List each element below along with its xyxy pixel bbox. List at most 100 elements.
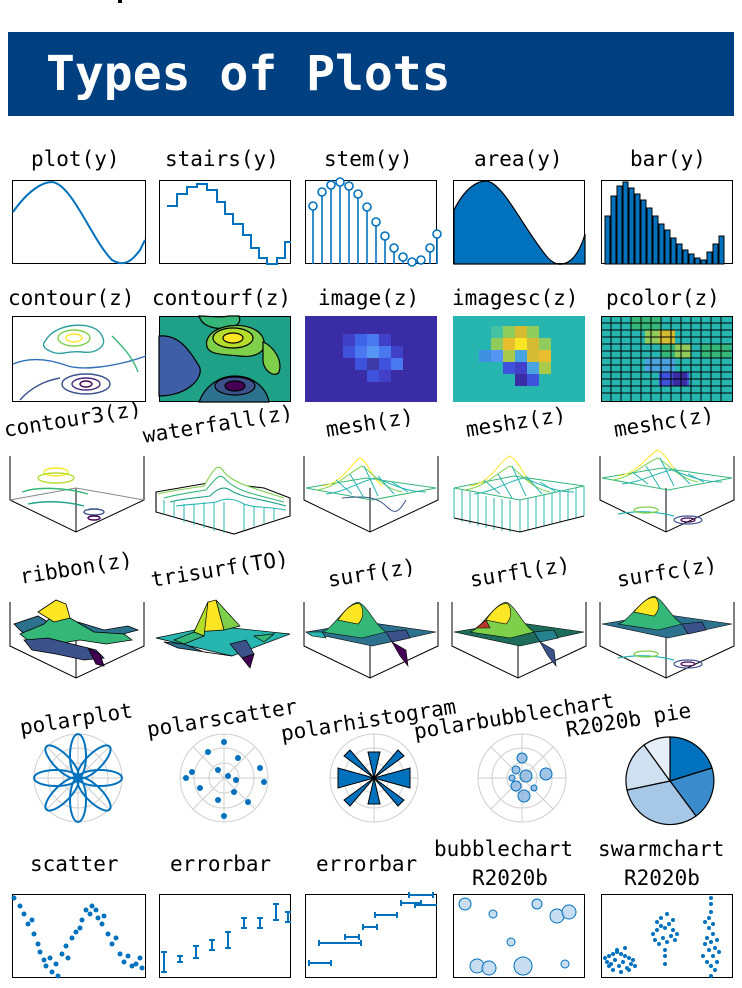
label-image: image(z) (318, 286, 420, 310)
meshc-example (599, 449, 735, 533)
stairs-line (167, 183, 291, 265)
label-stairs: stairs(y) (165, 147, 279, 171)
stem-markers (308, 177, 442, 267)
page-title: Types of Plots (46, 46, 451, 102)
swarmchart-points (603, 896, 721, 978)
mesh-example (303, 456, 439, 533)
label-stem: stem(y) (324, 147, 413, 171)
contour3-example (9, 456, 145, 533)
area-example (453, 180, 586, 265)
label-mesh: mesh(z) (324, 404, 416, 442)
label-bubblechart: bubblechart (434, 837, 574, 861)
waterfall-example (155, 466, 291, 535)
imagesc-example (453, 316, 585, 402)
image-pixels (343, 334, 403, 382)
errorbar-horizontal-axes (305, 894, 437, 978)
plot-axes (12, 180, 146, 264)
label-trisurf: trisurf(TO) (149, 546, 291, 592)
bubblechart-example (453, 894, 585, 978)
label-meshz: meshz(z) (464, 402, 568, 442)
waterfall-curtain (163, 500, 275, 533)
stem-example (305, 177, 442, 267)
image-example (305, 316, 437, 402)
waterfall-curves (155, 466, 291, 535)
trisurf-facets (155, 599, 291, 669)
surfc-box (599, 602, 735, 679)
label-contour: contour(z) (8, 286, 135, 310)
scatter-example (11, 894, 146, 979)
polarscatter-points (183, 739, 267, 819)
contour-example (12, 316, 147, 402)
errorbar-vertical-example (159, 894, 291, 978)
plot-line (12, 180, 146, 265)
bubblechart-bubbles (458, 897, 577, 976)
contour3-box (9, 456, 145, 533)
polarhistogram-example (329, 733, 419, 823)
polarbubblechart-example (477, 733, 567, 823)
surfl-surface (453, 601, 585, 668)
label-swarmchart: swarmchart (598, 837, 725, 861)
area-fill (453, 180, 586, 265)
surfc-example (599, 595, 735, 679)
label-waterfall: waterfall(z) (141, 400, 295, 448)
errorbar-vertical-axes (159, 894, 291, 978)
label-ribbon: ribbon(z) (18, 547, 135, 589)
label-imagesc: imagesc(z) (452, 286, 579, 310)
label-area: area(y) (474, 147, 563, 171)
polarhistogram-bars (337, 749, 411, 807)
contourf-regions (158, 315, 281, 403)
surf-example (303, 601, 439, 679)
mesh-box (303, 456, 439, 533)
mesh-surface (305, 457, 437, 512)
pie-slices (625, 736, 715, 826)
label-bar: bar(y) (630, 147, 706, 171)
meshc-surface (601, 449, 733, 491)
contourf-example (158, 315, 291, 403)
scatter-axes (12, 894, 146, 978)
pie-example (625, 736, 715, 826)
label-errorbar-1: errorbar (170, 852, 272, 876)
meshz-base (453, 515, 585, 533)
label-surfl: surfl(z) (468, 552, 572, 592)
ribbon-strips (13, 599, 140, 667)
label-scatter: scatter (30, 852, 119, 876)
contour3-lines (21, 467, 105, 521)
bar-bars (604, 181, 725, 265)
scatter-points (11, 895, 145, 979)
label-surf: surf(z) (326, 554, 418, 592)
stairs-axes (159, 180, 291, 264)
errorbar-vertical-bars (161, 903, 291, 973)
label-meshc: meshc(z) (612, 402, 716, 442)
label-surfc: surfc(z) (615, 552, 719, 592)
swarmchart-axes (601, 894, 733, 978)
errorbar-horizontal-example (305, 892, 437, 978)
polarbubblechart-bubbles (508, 752, 553, 803)
ribbon-example (9, 599, 145, 679)
meshz-surface (453, 455, 585, 501)
bar-example (601, 180, 733, 265)
surfl-example (451, 601, 587, 679)
polarscatter-example (179, 733, 269, 823)
contour-lines (12, 324, 147, 401)
label-contourf: contourf(z) (152, 286, 292, 310)
meshz-example (453, 455, 585, 533)
trisurf-example (155, 599, 291, 669)
label-pcolor: pcolor(z) (606, 286, 720, 310)
surfc-surface (601, 595, 733, 639)
top-edge-mark (118, 0, 122, 3)
label-bubblechart-release: R2020b (472, 866, 548, 890)
meshc-box (599, 456, 735, 533)
label-plot: plot(y) (31, 147, 120, 171)
meshc-contours (617, 506, 703, 525)
polarplot-rose (33, 733, 123, 823)
meshz-curtain (453, 486, 585, 532)
polarscatter-grid (179, 733, 269, 823)
surfc-contours (617, 650, 703, 669)
surf-surface (305, 601, 437, 668)
imagesc-pixels (479, 326, 551, 386)
polarplot-example (33, 733, 123, 823)
pcolor-grid (601, 316, 733, 402)
stem-axes (305, 180, 437, 264)
errorbar-horizontal-bars (308, 892, 437, 966)
plot-example (12, 180, 146, 265)
